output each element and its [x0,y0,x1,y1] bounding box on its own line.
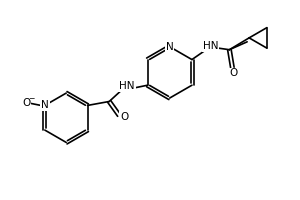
Text: O: O [229,68,238,78]
Text: O: O [120,112,128,122]
Text: −: − [28,94,34,103]
Text: N: N [41,100,49,110]
Text: HN: HN [203,41,218,51]
Text: N: N [166,42,174,52]
Text: HN: HN [119,81,135,91]
Text: O: O [22,98,30,108]
